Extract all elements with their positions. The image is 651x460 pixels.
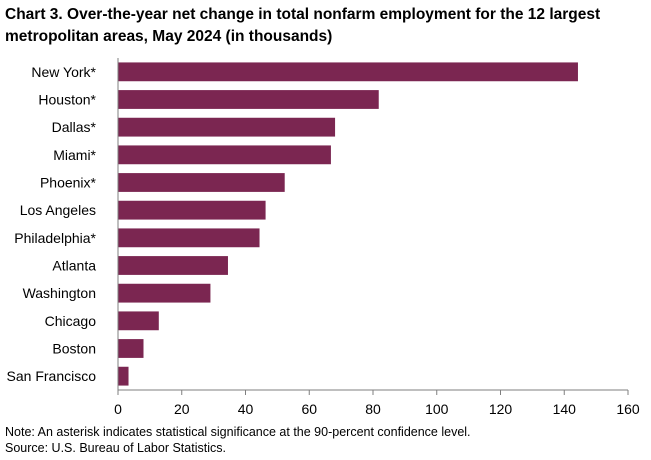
- bar-new-york: [118, 62, 578, 82]
- category-label: Boston: [52, 341, 96, 357]
- footnote: Note: An asterisk indicates statistical …: [5, 425, 471, 439]
- bar-philadelphia: [118, 228, 260, 248]
- x-tick-label: 40: [238, 401, 254, 417]
- bar-chart: New York* Houston* Dallas* Miami* Phoenix* Lo…: [7, 58, 640, 417]
- category-label: San Francisco: [7, 368, 97, 384]
- category-label: Washington: [23, 285, 96, 301]
- category-label: Phoenix*: [40, 175, 97, 191]
- category-label: Dallas*: [52, 119, 97, 135]
- x-tick-label: 0: [114, 401, 122, 417]
- bars-layer: [118, 62, 578, 386]
- x-tick-label: 120: [489, 401, 513, 417]
- chart-notes: Note: An asterisk indicates statistical …: [5, 424, 471, 456]
- x-tick-label: 80: [365, 401, 381, 417]
- bar-houston: [118, 90, 379, 109]
- category-label: Atlanta: [52, 258, 96, 274]
- bar-los-angeles: [118, 200, 266, 220]
- x-tick-label: 20: [174, 401, 190, 417]
- category-label: Los Angeles: [20, 202, 96, 218]
- chart-title: Chart 3. Over-the-year net change in tot…: [5, 6, 601, 45]
- category-label: Miami*: [53, 147, 96, 163]
- x-tick-label: 160: [616, 401, 640, 417]
- bar-miami: [118, 145, 331, 165]
- bar-washington: [118, 283, 211, 303]
- source-note: Source: U.S. Bureau of Labor Statistics.: [5, 441, 226, 455]
- x-tick-label: 60: [301, 401, 317, 417]
- category-labels: New York* Houston* Dallas* Miami* Phoenix* Lo…: [7, 64, 97, 384]
- category-label: Houston*: [38, 92, 96, 108]
- x-tick-label: 140: [553, 401, 577, 417]
- x-axis-ticks: 0 20 40 60 80 100 120 140 160: [114, 390, 640, 417]
- bar-dallas: [118, 117, 336, 137]
- category-label: Philadelphia*: [14, 230, 96, 246]
- category-label: Chicago: [45, 313, 97, 329]
- category-label: New York*: [31, 64, 96, 80]
- bar-san-francisco: [118, 366, 129, 386]
- bar-phoenix: [118, 173, 285, 192]
- bar-boston: [118, 339, 144, 358]
- bar-chicago: [118, 311, 159, 331]
- x-tick-label: 100: [425, 401, 449, 417]
- bar-atlanta: [118, 256, 228, 275]
